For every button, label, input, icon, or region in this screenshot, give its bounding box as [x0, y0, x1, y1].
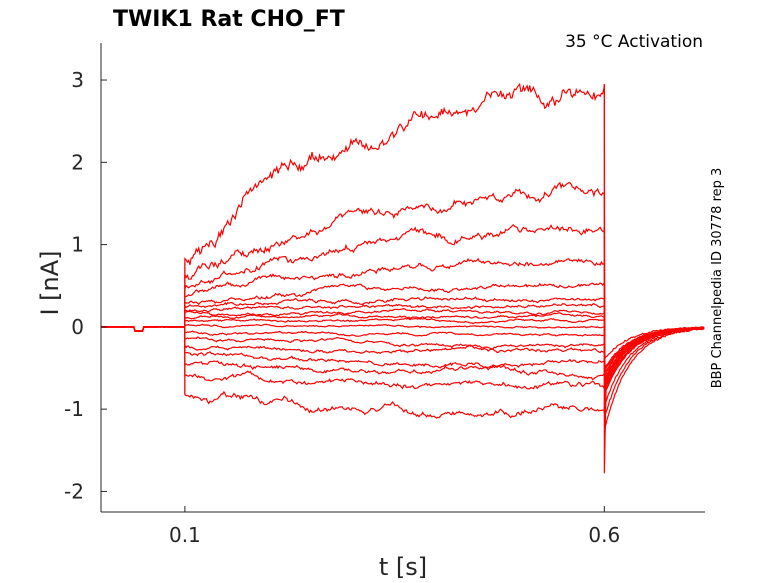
y-tick-label: 1: [71, 233, 84, 257]
step-end-spike: [603, 84, 607, 474]
condition-annotation: 35 °C Activation: [565, 32, 703, 52]
x-axis-label: t [s]: [379, 553, 427, 581]
x-tick-label: 0.6: [588, 523, 620, 547]
y-tick-label: 3: [71, 68, 84, 92]
y-tick-label: 2: [71, 150, 84, 174]
y-tick-label: 0: [71, 315, 84, 339]
y-tick-label: -2: [64, 479, 84, 503]
trace-group: [100, 82, 705, 474]
x-ticks: 0.1 0.6: [169, 506, 620, 547]
y-axis-label: I [nA]: [36, 250, 64, 315]
chart-title: TWIK1 Rat CHO_FT: [113, 7, 345, 32]
x-tick-label: 0.1: [169, 523, 201, 547]
y-ticks: -2 -1 0 1 2 3: [64, 68, 107, 503]
channelpedia-id-label: BBP Channelpedia ID 30778 rep 3: [710, 168, 725, 389]
y-tick-label: -1: [64, 397, 84, 421]
